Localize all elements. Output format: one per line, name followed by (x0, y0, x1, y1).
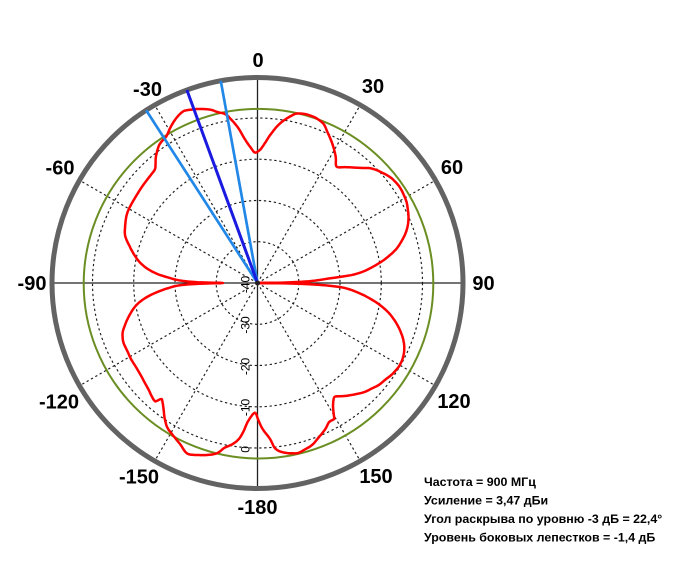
svg-text:-40: -40 (238, 276, 252, 294)
svg-text:Усиление = 3,47 дБи: Усиление = 3,47 дБи (424, 494, 548, 508)
svg-text:Частота = 900 МГц: Частота = 900 МГц (424, 475, 536, 489)
svg-text:Уровень боковых лепестков = -1: Уровень боковых лепестков = -1,4 дБ (424, 531, 655, 545)
svg-text:0: 0 (252, 50, 263, 72)
svg-text:-120: -120 (39, 392, 79, 414)
svg-text:90: 90 (472, 273, 494, 295)
svg-text:0: 0 (238, 446, 252, 453)
svg-text:-30: -30 (238, 316, 252, 334)
svg-text:Угол раскрыва по уровню -3 дБ: Угол раскрыва по уровню -3 дБ = 22,4° (424, 512, 662, 526)
svg-text:-90: -90 (18, 273, 47, 295)
svg-text:-30: -30 (133, 79, 162, 101)
svg-text:-60: -60 (46, 158, 75, 180)
svg-text:-20: -20 (238, 358, 252, 376)
svg-text:-10: -10 (238, 399, 252, 417)
svg-text:120: 120 (437, 391, 470, 413)
svg-text:30: 30 (362, 76, 384, 98)
svg-text:-180: -180 (237, 497, 277, 519)
svg-text:-150: -150 (119, 467, 159, 489)
svg-text:150: 150 (359, 466, 392, 488)
svg-text:60: 60 (441, 157, 463, 179)
